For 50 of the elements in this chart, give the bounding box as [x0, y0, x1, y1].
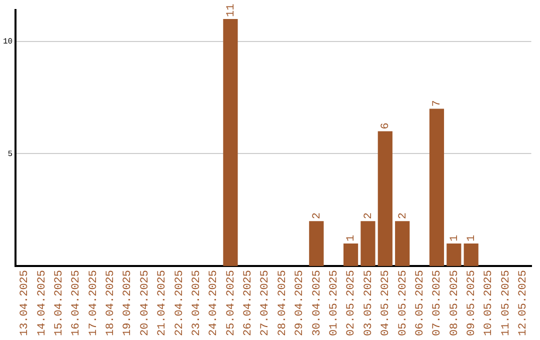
x-tick-label: 30.04.2025 [311, 270, 324, 336]
data-label: 1 [466, 234, 478, 242]
x-tick-label: 11.05.2025 [500, 270, 512, 336]
data-label: 2 [311, 212, 324, 220]
x-tick-label: 29.04.2025 [294, 270, 306, 336]
x-tick-label: 24.04.2025 [208, 270, 220, 336]
data-label: 2 [397, 212, 410, 220]
data-label: 1 [346, 234, 358, 242]
x-tick-label: 28.04.2025 [276, 270, 289, 336]
bar [343, 244, 358, 266]
bar [309, 221, 324, 266]
data-label: 1 [448, 234, 461, 242]
bar [223, 18, 238, 266]
x-tick-label: 10.05.2025 [483, 270, 496, 336]
y-tick-label: 10 [2, 38, 13, 47]
x-tick-label: 05.05.2025 [397, 270, 410, 336]
x-tick-label: 27.04.2025 [260, 270, 272, 336]
x-tick-label: 01.05.2025 [328, 270, 340, 336]
x-tick-label: 17.04.2025 [88, 270, 100, 336]
x-tick-label: 09.05.2025 [466, 270, 478, 336]
bar [360, 221, 376, 266]
data-label: 6 [380, 122, 392, 130]
x-tick-label: 21.04.2025 [156, 270, 169, 336]
x-tick-label: 08.05.2025 [448, 270, 461, 336]
data-label: 11 [225, 3, 238, 17]
x-tick-label: 07.05.2025 [432, 270, 444, 336]
x-tick-label: 22.04.2025 [174, 270, 186, 336]
x-tick-label: 06.05.2025 [414, 270, 426, 336]
x-tick-label: 02.05.2025 [346, 270, 358, 336]
x-tick-label: 23.04.2025 [190, 270, 203, 336]
bar [378, 131, 392, 266]
bar [464, 244, 478, 266]
bar [395, 221, 410, 266]
x-tick-label: 19.04.2025 [122, 270, 134, 336]
x-tick-label: 12.05.2025 [518, 270, 530, 336]
data-label: 7 [432, 100, 444, 107]
x-tick-label: 04.05.2025 [380, 270, 392, 336]
x-tick-label: 03.05.2025 [362, 270, 375, 336]
x-tick-label: 26.04.2025 [242, 270, 255, 336]
x-tick-label: 16.04.2025 [70, 270, 83, 336]
bar [429, 108, 444, 266]
x-tick-label: 14.04.2025 [36, 270, 48, 336]
x-tick-label: 13.04.2025 [19, 270, 32, 336]
data-label: 2 [362, 212, 375, 220]
bar [446, 244, 462, 266]
x-tick-label: 25.04.2025 [225, 270, 238, 336]
x-tick-label: 18.04.2025 [105, 270, 118, 336]
x-tick-label: 15.04.2025 [53, 270, 66, 336]
y-tick-label: 5 [8, 150, 13, 159]
x-tick-label: 20.04.2025 [139, 270, 152, 336]
